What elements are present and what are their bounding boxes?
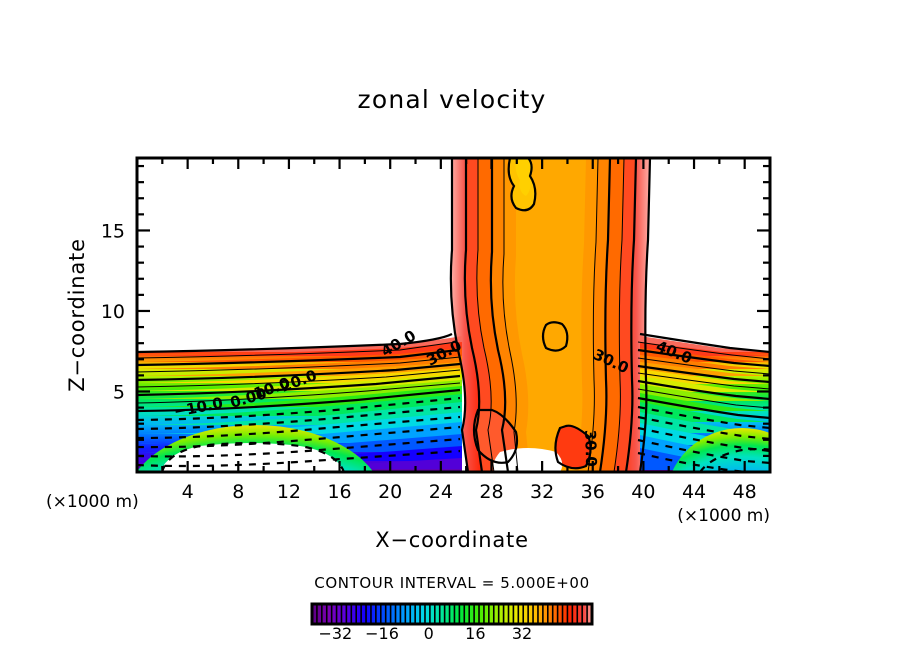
colorbar-dividers: [316, 604, 588, 624]
x-tick-label: 28: [479, 481, 503, 503]
colorbar-group: CONTOUR INTERVAL = 5.000E+00 −32 −16 0 16 32: [310, 574, 594, 643]
contour-plot-area: [137, 158, 770, 472]
y-unit-note: (×1000 m): [46, 492, 139, 512]
y-axis-label: Z−coordinate: [65, 238, 89, 392]
x-tick-label: 4: [182, 481, 194, 503]
colorbar-tick-label: −32: [318, 624, 352, 643]
x-tick-label: 32: [530, 481, 554, 503]
y-tick-label: 15: [101, 220, 125, 242]
y-tick-label: 10: [101, 301, 125, 323]
y-tick-label: 5: [113, 381, 125, 403]
x-tick-label: 48: [733, 481, 757, 503]
left-layered-band: [137, 336, 462, 472]
colorbar-caption: CONTOUR INTERVAL = 5.000E+00: [314, 574, 589, 592]
page-title: zonal velocity: [358, 85, 547, 114]
x-tick-label: 36: [581, 481, 605, 503]
x-axis-label: X−coordinate: [375, 528, 529, 552]
y-axis-ticks: 5 10 15: [101, 164, 770, 457]
x-tick-label: 8: [232, 481, 244, 503]
colorbar-gradient: [312, 604, 592, 624]
x-tick-label: 24: [429, 481, 453, 503]
plot-frame: [135, 156, 772, 474]
x-tick-label: 16: [327, 481, 351, 503]
contour-label-bottom-30: 30.0: [581, 430, 600, 468]
colorbar-tick-labels: −32 −16 0 16 32: [318, 624, 532, 643]
x-axis-ticks: 4 8 12 16 20 24 28 32 36 40 44 48: [161, 158, 757, 503]
colorbar-tick-label: 32: [512, 624, 532, 643]
x-tick-label: 20: [378, 481, 402, 503]
colorbar-tick-label: −16: [365, 624, 399, 643]
colorbar-tick-label: 16: [465, 624, 485, 643]
colorbar-border: [310, 602, 594, 626]
central-jet-region: [450, 158, 650, 472]
contour-lines: [137, 158, 770, 472]
colorbar-tick-label: 0: [424, 624, 434, 643]
x-tick-label: 12: [277, 481, 301, 503]
x-tick-label: 40: [631, 481, 655, 503]
x-tick-label: 44: [682, 481, 706, 503]
x-unit-note: (×1000 m): [677, 506, 770, 526]
